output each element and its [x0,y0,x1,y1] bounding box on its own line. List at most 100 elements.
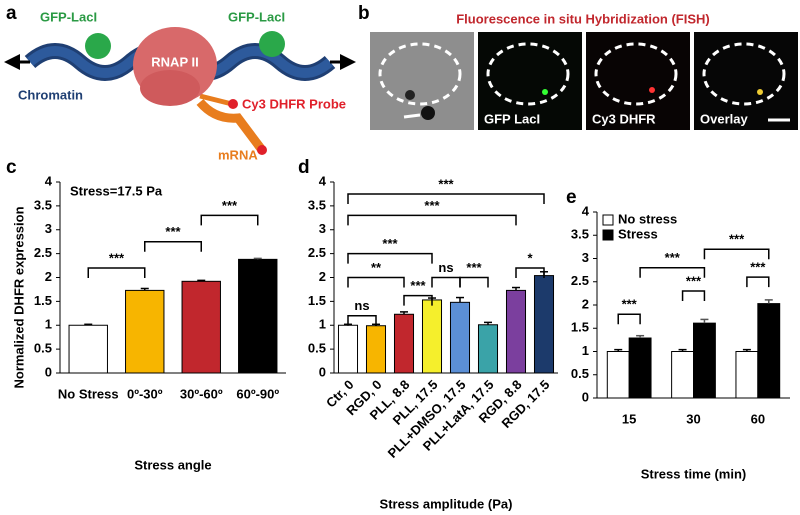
lacI-blob [85,33,111,59]
panel-label: c [6,157,17,178]
bar [606,351,630,399]
bar [421,299,443,374]
panel-label: a [6,3,17,24]
significance-bracket [431,276,461,288]
arrow [403,113,421,119]
error-bar [764,299,773,304]
significance-label: *** [686,273,702,288]
significance-bracket [347,252,433,264]
significance-label: *** [729,232,745,247]
probe-dye [228,99,238,109]
spot [649,87,655,93]
bar [238,258,278,374]
panel-label: b [358,3,370,24]
significance-bracket [403,294,433,306]
panel-label: d [298,157,310,178]
significance-label: *** [466,260,482,275]
bar [393,313,415,374]
x-tick-label: 0º-30º [127,386,163,401]
legend-label: Stress [618,226,658,241]
significance-bracket [144,240,202,252]
panel-label: e [566,187,577,208]
significance-bracket [347,314,377,326]
y-tick-label: 0.5 [571,366,589,381]
significance-bracket [459,276,489,288]
bar [505,289,527,374]
bar [628,337,652,399]
significance-label: ns [438,260,453,275]
x-axis-label: Stress amplitude (Pa) [380,496,513,511]
error-bar [400,311,408,315]
lacI-blob [259,31,285,57]
y-tick-label: 2.5 [308,245,326,260]
significance-label: *** [438,176,454,191]
x-tick-label: 15 [622,411,636,426]
x-tick-label: 60º-90º [236,386,279,401]
significance-label: ** [371,260,382,275]
y-tick-label: 2.5 [34,245,52,260]
bar [533,275,555,374]
bar [693,322,716,399]
image [694,32,798,130]
bar [735,351,759,399]
y-tick-label: 3 [45,221,52,236]
y-tick-label: 3 [582,250,589,265]
probe-strand [199,93,233,107]
y-tick-label: 4 [582,203,590,218]
error-bar [636,334,645,339]
x-tick-label: 60 [751,411,765,426]
significance-bracket [617,313,641,325]
x-tick-label: 30 [686,411,700,426]
schematic: GFP-LacI GFP-LacI RNAP II Chromatin Cy3 … [4,9,356,162]
spot [757,89,763,95]
significance-label: *** [165,224,181,239]
channel-label: Cy3 DHFR [592,111,656,126]
y-tick-label: 1.5 [308,293,326,308]
error-bar [84,323,93,326]
legend-label: No stress [618,211,677,226]
significance-bracket [347,193,545,204]
y-tick-label: 3 [319,221,326,236]
legend-swatch [602,214,614,226]
error-bar [742,348,751,352]
error-bar [678,348,687,352]
bar [365,325,387,374]
microscopy: Fluorescence in situ Hybridization (FISH… [370,11,798,130]
bar [68,324,108,374]
y-tick-label: 2.5 [571,273,589,288]
image [586,32,690,130]
y-tick-label: 1 [319,317,326,332]
y-tick-label: 0 [582,389,589,404]
y-tick-label: 4 [45,173,53,188]
y-tick-label: 1 [582,343,589,358]
bar [337,324,359,374]
error-bar [614,348,623,352]
channel-label: GFP LacI [484,111,540,126]
error-bar [197,279,206,282]
mrna-strand [196,98,266,153]
significance-label: * [527,250,533,265]
spot [542,89,548,95]
nucleus-outline [486,42,570,106]
significance-bracket [746,276,770,288]
y-tick-label: 2 [319,269,326,284]
image [478,32,582,130]
significance-label: *** [750,260,766,275]
error-bar [140,287,149,291]
y-tick-label: 0.5 [34,341,52,356]
nucleus-outline [594,42,678,106]
error-bar [484,321,492,325]
x-axis-label: Stress angle [134,457,211,472]
microscopy-title: Fluorescence in situ Hybridization (FISH… [456,11,710,26]
significance-label: *** [665,250,681,265]
y-tick-label: 2 [45,269,52,284]
y-tick-label: 2 [582,296,589,311]
nucleus-outline [702,42,786,106]
arrow [340,54,356,70]
y-tick-label: 3.5 [34,197,52,212]
error-bar [512,286,520,291]
bar [449,301,471,374]
bar [181,280,221,374]
label: Cy3 DHFR Probe [242,96,346,111]
